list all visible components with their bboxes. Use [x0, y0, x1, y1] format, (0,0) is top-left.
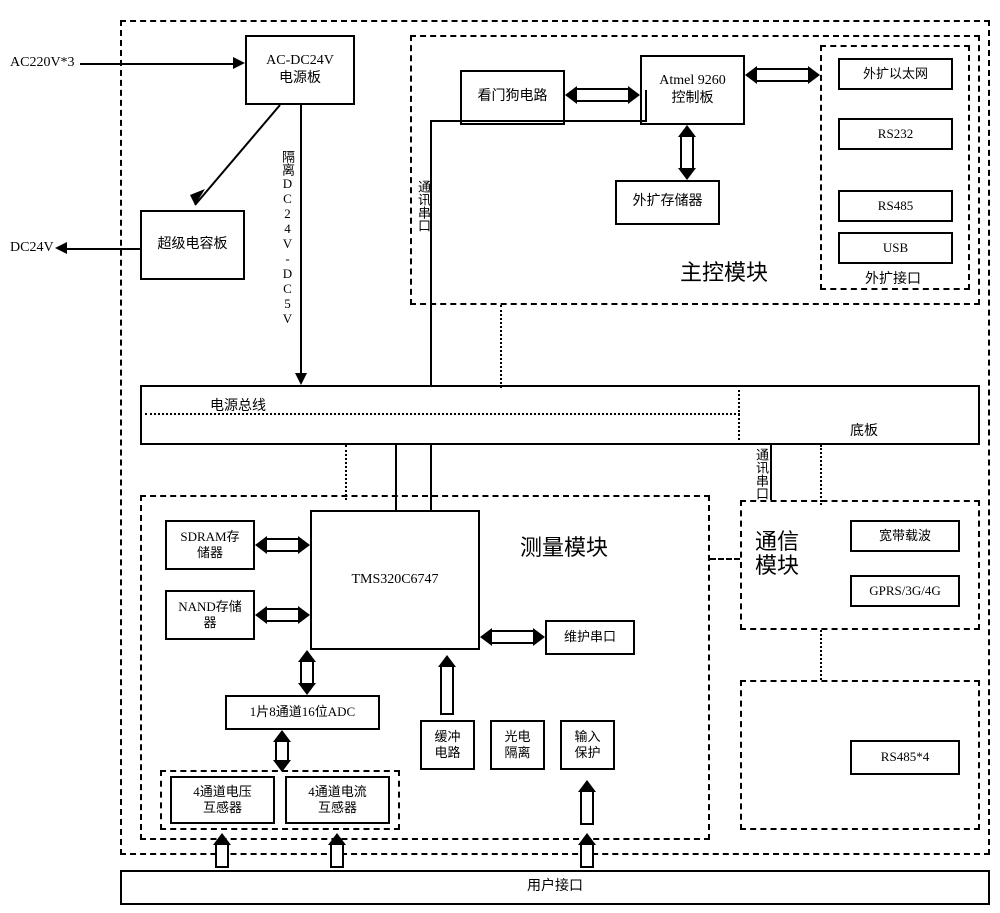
ext-if-rs485: RS485	[838, 190, 953, 222]
arrow-sdram-dsp	[265, 538, 300, 552]
opto-block: 光电 隔离	[490, 720, 545, 770]
ext-if-usb: USB	[838, 232, 953, 264]
arrow-atmel-extif	[755, 68, 810, 82]
watchdog-block: 看门狗电路	[460, 70, 565, 125]
arrow-watchdog-atmel	[575, 88, 630, 102]
dsp-block: TMS320C6747	[310, 510, 480, 650]
diagram-canvas: AC220V*3 DC24V AC-DC24V 电源板 超级电容板 隔离DC24…	[0, 0, 1000, 913]
acdc-board: AC-DC24V 电源板	[245, 35, 355, 105]
vt-block: 4通道电压 互感器	[170, 776, 275, 824]
power-bus-label: 电源总线	[210, 395, 266, 415]
arrow-atmel-extmem	[680, 135, 694, 170]
inprotect-block: 输入 保护	[560, 720, 615, 770]
ac220v-label: AC220V*3	[10, 55, 75, 71]
adc-block: 1片8通道16位ADC	[225, 695, 380, 730]
arrow-adc-xfmr	[275, 740, 289, 762]
measurement-title: 测量模块	[520, 530, 608, 562]
maint-serial-block: 维护串口	[545, 620, 635, 655]
arrow-inprotect-up	[580, 790, 594, 825]
comm-title: 通信 模块	[755, 530, 799, 578]
mainctrl-serial-label: 通讯串口	[414, 180, 433, 232]
ext-if-rs232: RS232	[838, 118, 953, 150]
baseboard-label: 底板	[850, 420, 878, 440]
arrow-dsp-maint	[490, 630, 535, 644]
user-if-block: 用户接口	[120, 870, 990, 905]
bb-carrier-block: 宽带载波	[850, 520, 960, 552]
arrow-userif-vt	[215, 843, 229, 868]
supercap-board: 超级电容板	[140, 210, 245, 280]
ct-block: 4通道电流 互感器	[285, 776, 390, 824]
dc24v-label: DC24V	[10, 240, 54, 256]
gprs-block: GPRS/3G/4G	[850, 575, 960, 607]
nand-block: NAND存储 器	[165, 590, 255, 640]
ext-if-ethernet: 外扩以太网	[838, 58, 953, 90]
rs485x4-block: RS485*4	[850, 740, 960, 775]
extmem-block: 外扩存储器	[615, 180, 720, 225]
arrow-buffer-dsp	[440, 665, 454, 715]
main-ctrl-title: 主控模块	[680, 255, 768, 287]
meas-comm-link	[710, 558, 740, 560]
buffer-block: 缓冲 电路	[420, 720, 475, 770]
comm-serial-label: 通讯串口	[752, 448, 771, 500]
iso-label: 隔离DC24V-DC5V	[278, 150, 297, 326]
sdram-block: SDRAM存 储器	[165, 520, 255, 570]
ext-if-title: 外扩接口	[865, 268, 921, 288]
arrow-userif-ct	[330, 843, 344, 868]
arrow-dsp-adc	[300, 660, 314, 685]
arrow-nand-dsp	[265, 608, 300, 622]
atmel-block: Atmel 9260 控制板	[640, 55, 745, 125]
arrow-userif-inprotect	[580, 843, 594, 868]
